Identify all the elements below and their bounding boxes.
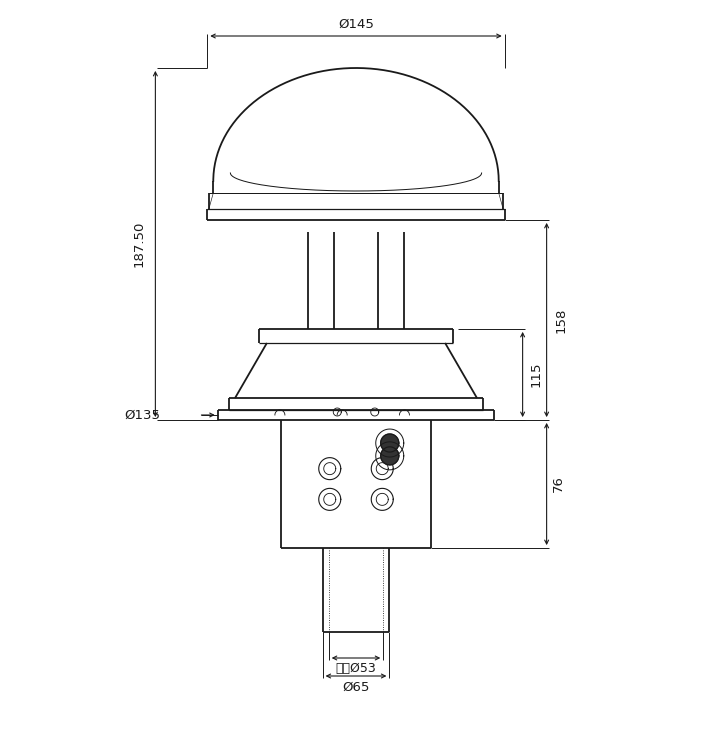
Text: Ø135: Ø135	[125, 408, 161, 422]
Text: Ø145: Ø145	[338, 17, 374, 30]
Text: 187.50: 187.50	[133, 221, 146, 267]
Polygon shape	[381, 434, 399, 452]
Text: 内径Ø53: 内径Ø53	[335, 662, 377, 676]
Text: 115: 115	[529, 362, 542, 387]
Text: 76: 76	[552, 476, 565, 492]
Text: 158: 158	[554, 307, 567, 333]
Text: Ø65: Ø65	[342, 680, 370, 693]
Polygon shape	[381, 447, 399, 465]
